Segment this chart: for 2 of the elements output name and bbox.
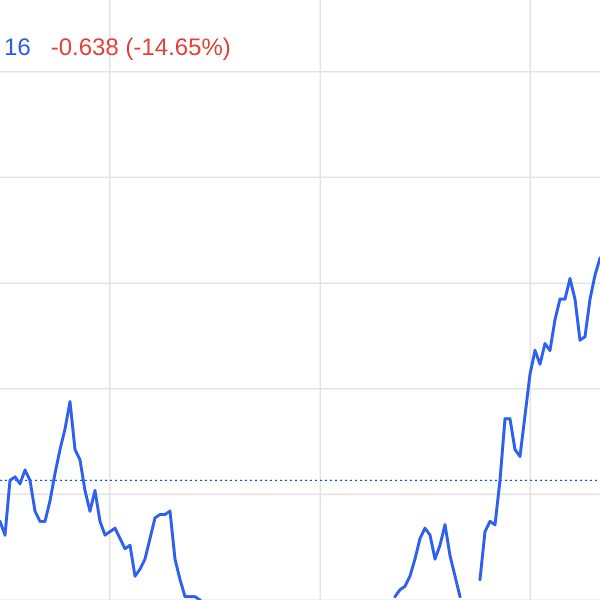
text: 16 [4, 34, 31, 61]
text: -0.638 (-14.65%) [50, 34, 231, 61]
